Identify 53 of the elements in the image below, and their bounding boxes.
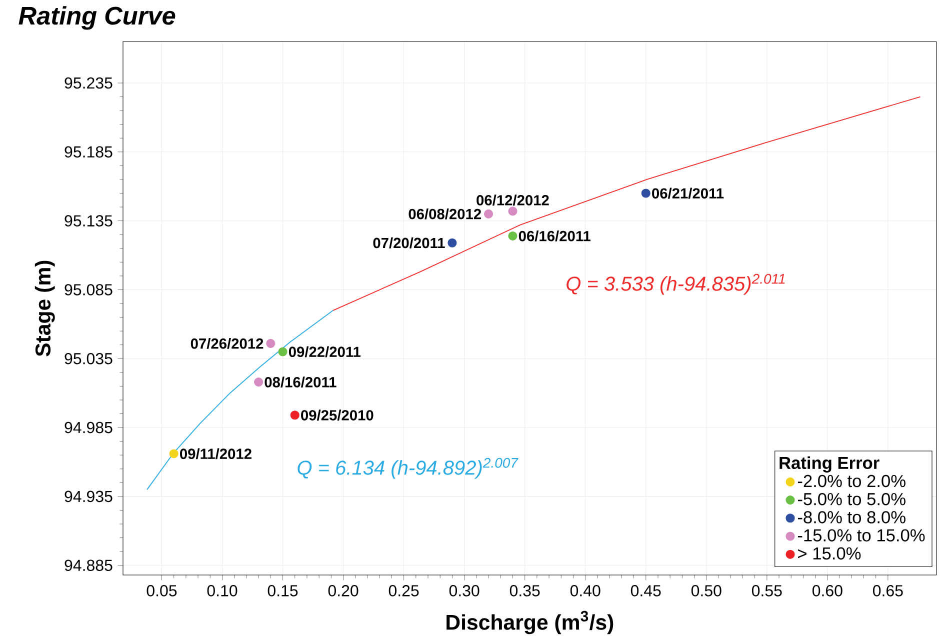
annotation: 09/11/2012 — [180, 448, 252, 460]
point — [448, 238, 457, 248]
x-tick-label: 0.50 — [691, 585, 722, 596]
annotation: 07/26/2012 — [190, 338, 264, 349]
legend-label: -5.0% to 5.0% — [798, 492, 906, 506]
annotation: 06/08/2012 — [408, 208, 481, 220]
x-tick-label: 0.40 — [570, 585, 600, 596]
legend-label: -8.0% to 8.0% — [798, 511, 906, 524]
y-tick-label: 94.985 — [64, 422, 112, 434]
x-tick-label: 0.35 — [510, 585, 540, 596]
x-tick-label: 0.25 — [388, 585, 419, 596]
x-tick-label: 0.20 — [328, 585, 358, 596]
annotation: 09/22/2011 — [288, 346, 361, 358]
point — [266, 338, 276, 348]
x-tick-label: 0.15 — [268, 585, 298, 596]
y-tick-label: 95.035 — [64, 352, 112, 364]
point — [508, 206, 518, 216]
point — [254, 378, 264, 387]
annotation: 07/20/2011 — [373, 237, 445, 248]
y-tick-label: 95.185 — [64, 146, 112, 158]
annotation: 08/16/2011 — [264, 376, 336, 388]
point — [484, 209, 494, 218]
y-tick-label: 95.135 — [64, 215, 112, 226]
x-tick-label: 0.30 — [449, 585, 480, 596]
point — [508, 231, 518, 241]
x-axis-title: Discharge (m$^{3}$/s) — [446, 610, 614, 634]
annotation: Q = 6.134 (h-94.892)$^{2.007}$ — [298, 458, 518, 479]
annotation: 06/21/2011 — [652, 188, 724, 199]
annotation: 06/12/2012 — [476, 194, 549, 206]
legend-title: Rating Error — [780, 456, 880, 473]
chart-title: Rating Curve — [18, 6, 176, 30]
annotation: Q = 3.533 (h-94.835)$^{2.011}$ — [566, 274, 785, 295]
x-tick-label: 0.65 — [872, 585, 903, 596]
x-tick-label: 0.10 — [207, 585, 238, 596]
annotation: 09/25/2010 — [301, 410, 374, 421]
x-tick-label: 0.05 — [146, 585, 177, 596]
legend-label: -2.0% to 2.0% — [798, 474, 906, 488]
point — [641, 188, 650, 198]
line-series — [332, 96, 921, 311]
x-tick-label: 0.55 — [752, 585, 782, 596]
y-tick-label: 95.085 — [64, 284, 112, 296]
y-tick-label: 94.885 — [64, 560, 112, 572]
annotation: 06/16/2011 — [518, 230, 590, 242]
point — [278, 347, 288, 356]
y-axis-title: Stage (m) — [34, 260, 55, 356]
y-tick-label: 94.935 — [64, 490, 112, 502]
point — [169, 449, 178, 458]
x-tick-label: 0.45 — [630, 585, 661, 596]
point — [290, 410, 300, 420]
y-tick-label: 95.235 — [64, 77, 112, 89]
legend-label: -15.0% to 15.0% — [798, 529, 925, 542]
x-tick-label: 0.60 — [812, 585, 842, 596]
legend-label: > 15.0% — [798, 547, 861, 560]
